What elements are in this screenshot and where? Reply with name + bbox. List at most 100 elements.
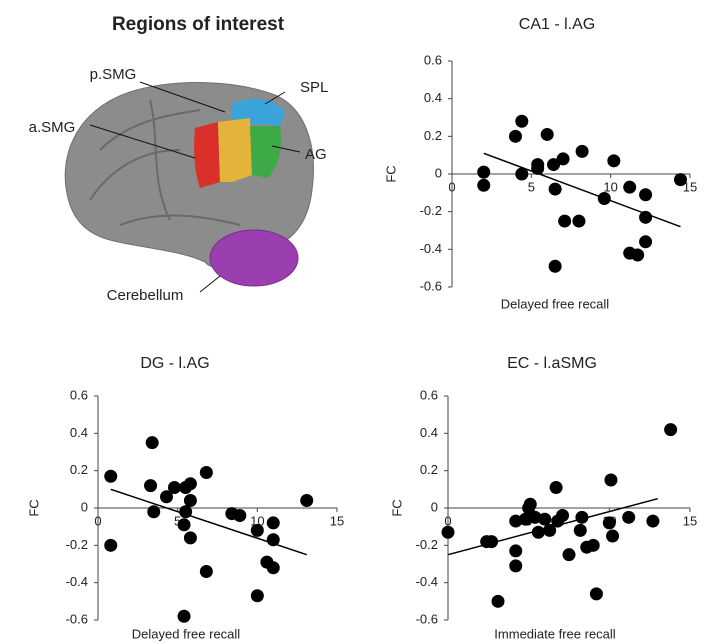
chart-title: DG - l.AG <box>140 355 209 372</box>
point <box>604 473 618 487</box>
point <box>515 114 529 128</box>
x-tick-label: 15 <box>683 179 697 194</box>
point <box>639 235 653 249</box>
y-tick-label: 0.6 <box>70 387 88 402</box>
point <box>518 512 532 526</box>
y-tick-label: 0.6 <box>424 52 442 67</box>
point <box>177 518 191 532</box>
x-tick-label: 15 <box>683 513 697 528</box>
y-tick-label: -0.6 <box>416 611 438 626</box>
y-axis-label: FC <box>389 499 404 516</box>
region-label: AG <box>305 146 327 163</box>
point <box>575 510 589 524</box>
x-axis-label: Immediate free recall <box>494 626 615 641</box>
point <box>477 178 491 192</box>
point <box>664 423 678 437</box>
point <box>562 548 576 562</box>
point <box>540 127 554 141</box>
y-axis-label: FC <box>383 165 398 182</box>
point <box>586 538 600 552</box>
brain-panel: Regions of interest p.SMG SPL a.SMG AG C… <box>29 14 329 304</box>
point <box>575 144 589 158</box>
point <box>160 490 174 504</box>
y-tick-label: 0.2 <box>70 462 88 477</box>
point <box>266 561 280 575</box>
point <box>558 214 572 228</box>
scatter-chart: DG - l.AG Delayed free recall FC 0.6 0.4 0.2 0… <box>26 355 344 641</box>
trend-line <box>110 488 307 556</box>
y-tick-label: 0.6 <box>420 387 438 402</box>
y-tick-label: -0.6 <box>66 611 88 626</box>
y-tick-label: 0 <box>435 165 442 180</box>
point <box>199 466 213 480</box>
x-tick-label: 10 <box>250 513 264 528</box>
point <box>104 469 118 483</box>
scatter-chart: CA1 - l.AG Delayed free recall FC 0.6 0.4 0.2… <box>383 16 697 311</box>
point <box>104 538 118 552</box>
y-tick-label: -0.4 <box>420 241 442 256</box>
point <box>250 523 264 537</box>
x-tick-label: 10 <box>603 179 617 194</box>
point <box>300 494 314 508</box>
point <box>250 589 264 603</box>
point <box>549 480 563 494</box>
x-tick-label: 0 <box>444 513 451 528</box>
point <box>548 259 562 273</box>
y-tick-label: 0.4 <box>420 425 438 440</box>
point <box>646 514 660 528</box>
point <box>607 154 621 168</box>
y-tick-label: -0.6 <box>420 278 442 293</box>
y-tick-label: -0.2 <box>420 203 442 218</box>
point <box>673 173 687 187</box>
point <box>183 494 197 508</box>
point <box>602 516 616 530</box>
point <box>508 129 522 143</box>
y-tick-label: -0.4 <box>66 574 88 589</box>
y-tick-label: 0 <box>81 499 88 514</box>
y-tick-label: -0.2 <box>66 537 88 552</box>
point <box>199 564 213 578</box>
y-tick-label: 0.2 <box>424 128 442 143</box>
point <box>573 523 587 537</box>
region-label: SPL <box>300 79 328 96</box>
point <box>589 587 603 601</box>
point <box>631 248 645 262</box>
psmg-region <box>218 118 252 182</box>
point <box>233 508 247 522</box>
scatter-chart: EC - l.aSMG Immediate free recall FC 0.6 0.4… <box>389 355 697 641</box>
x-tick-label: 0 <box>94 513 101 528</box>
brain-folds <box>89 99 241 226</box>
x-tick-label: 15 <box>330 513 344 528</box>
y-tick-label: 0.4 <box>70 425 88 440</box>
region-label: Cerebellum <box>107 287 184 304</box>
point <box>167 480 181 494</box>
point <box>515 167 529 181</box>
x-tick-label: 5 <box>528 179 535 194</box>
leader-lines <box>89 81 301 293</box>
point <box>509 544 523 558</box>
point <box>183 477 197 491</box>
point <box>266 516 280 530</box>
point <box>556 508 570 522</box>
x-axis-label: Delayed free recall <box>132 626 240 641</box>
y-tick-label: 0 <box>431 499 438 514</box>
trend-line <box>483 152 681 228</box>
point <box>147 505 161 519</box>
point <box>509 559 523 573</box>
x-axis-label: Delayed free recall <box>501 296 609 311</box>
point <box>145 436 159 450</box>
chart-title: EC - l.aSMG <box>507 355 597 372</box>
y-tick-label: 0.2 <box>420 462 438 477</box>
region-label: a.SMG <box>29 119 76 136</box>
x-tick-label: 5 <box>174 513 181 528</box>
x-tick-label: 0 <box>448 179 455 194</box>
point <box>548 182 562 196</box>
point <box>606 529 620 543</box>
cerebellum-region <box>209 229 299 287</box>
point <box>639 210 653 224</box>
y-tick-label: -0.2 <box>416 537 438 552</box>
point <box>144 479 158 493</box>
point <box>441 525 455 539</box>
point <box>523 497 537 511</box>
